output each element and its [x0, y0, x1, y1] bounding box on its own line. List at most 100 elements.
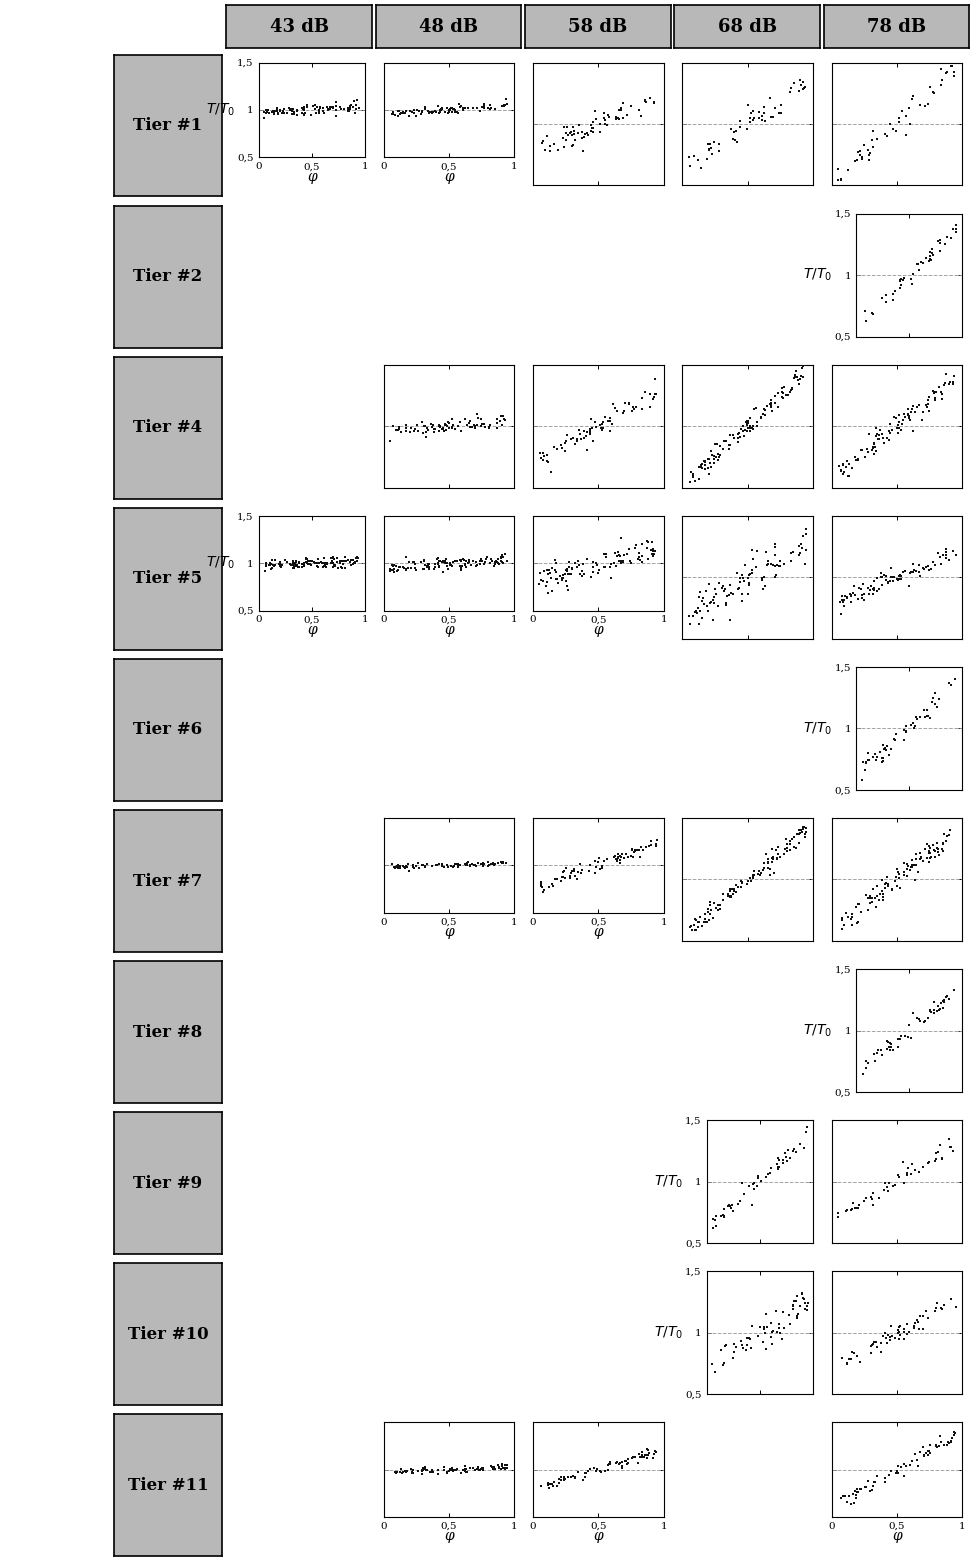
Point — [418, 95, 433, 120]
Point — [719, 583, 735, 608]
Point — [476, 552, 492, 577]
Point — [896, 851, 912, 876]
Point — [922, 1433, 938, 1458]
Point — [451, 851, 467, 876]
Point — [322, 95, 338, 120]
Point — [751, 1164, 766, 1189]
Point — [709, 1214, 724, 1239]
Point — [388, 1461, 404, 1486]
Point — [869, 566, 884, 591]
Point — [877, 737, 893, 762]
Point — [756, 94, 772, 119]
Point — [760, 1162, 776, 1187]
Point — [883, 565, 899, 590]
Point — [908, 1311, 923, 1336]
Point — [623, 551, 638, 576]
Point — [858, 749, 874, 774]
Point — [429, 551, 445, 576]
Point — [841, 1483, 857, 1508]
Point — [571, 418, 587, 443]
Point — [544, 566, 559, 591]
Point — [332, 551, 347, 576]
Point — [559, 572, 575, 597]
Point — [688, 918, 704, 943]
Point — [706, 906, 721, 931]
Point — [867, 1042, 882, 1067]
Point — [683, 460, 699, 485]
Point — [875, 749, 891, 774]
Point — [744, 868, 759, 893]
Point — [707, 1207, 722, 1232]
Point — [570, 549, 586, 574]
Point — [886, 727, 902, 752]
Point — [905, 854, 920, 879]
Point — [894, 411, 910, 436]
Point — [562, 863, 578, 888]
Point — [442, 1458, 458, 1483]
Point — [764, 397, 780, 422]
Point — [893, 272, 909, 297]
Point — [866, 432, 881, 457]
Point — [870, 874, 885, 899]
Point — [441, 1458, 457, 1483]
Point — [793, 532, 809, 557]
Point — [901, 854, 916, 879]
Point — [737, 552, 752, 577]
Point — [533, 873, 549, 898]
Point — [839, 1351, 855, 1376]
Point — [398, 1459, 414, 1484]
Text: φ: φ — [444, 1530, 454, 1544]
Point — [410, 418, 426, 443]
Point — [930, 995, 946, 1020]
Point — [852, 1476, 868, 1501]
Point — [856, 586, 872, 612]
Point — [421, 554, 436, 579]
Point — [943, 369, 958, 394]
Point — [498, 851, 513, 876]
Point — [386, 558, 402, 583]
Point — [323, 546, 339, 571]
Point — [489, 407, 505, 432]
Point — [344, 552, 359, 577]
Point — [926, 1001, 942, 1026]
Point — [699, 909, 714, 934]
Point — [320, 97, 336, 122]
Point — [333, 95, 348, 120]
Point — [837, 454, 853, 479]
Point — [778, 837, 793, 862]
Point — [488, 549, 504, 574]
Point — [879, 863, 895, 888]
Point — [494, 549, 509, 574]
Point — [798, 820, 814, 845]
Point — [752, 1315, 767, 1340]
Point — [540, 557, 555, 582]
Point — [735, 418, 751, 443]
Point — [497, 1456, 512, 1481]
Point — [881, 1035, 897, 1060]
Point — [791, 533, 806, 558]
Point — [888, 865, 904, 890]
Point — [559, 557, 575, 582]
Point — [472, 407, 488, 432]
Point — [764, 849, 780, 874]
Point — [834, 590, 850, 615]
Point — [767, 554, 783, 579]
Point — [697, 449, 712, 474]
Point — [881, 743, 897, 768]
Point — [938, 827, 954, 852]
Point — [894, 266, 910, 291]
Point — [633, 1439, 649, 1464]
Point — [742, 563, 757, 588]
Point — [897, 558, 913, 583]
Point — [290, 97, 305, 122]
Point — [756, 851, 772, 876]
Point — [296, 103, 311, 128]
Point — [895, 407, 911, 432]
Point — [906, 557, 921, 582]
Point — [453, 94, 468, 119]
Point — [701, 597, 716, 622]
Point — [576, 125, 591, 150]
Point — [705, 1215, 720, 1240]
Point — [263, 551, 278, 576]
Point — [900, 404, 915, 429]
